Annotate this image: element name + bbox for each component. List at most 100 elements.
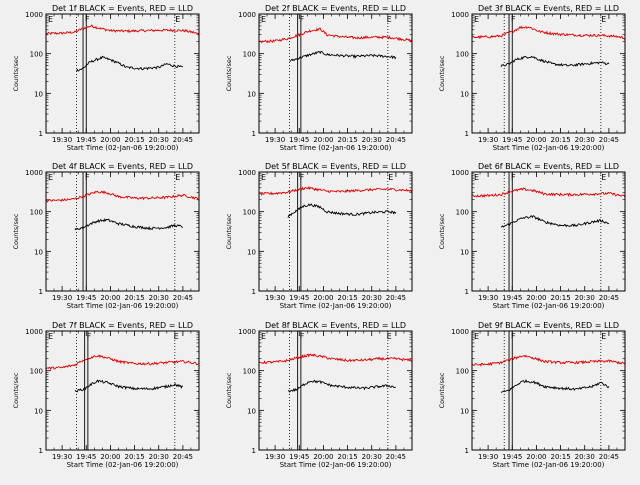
plot-frame <box>471 330 626 451</box>
x-tick-label: 20:45 <box>173 453 193 461</box>
interval-marker: F <box>300 332 305 341</box>
series-line-events <box>289 50 397 62</box>
x-tick-label: 20:15 <box>124 453 144 461</box>
series-line-lld <box>45 190 200 203</box>
detector-panel: Det 5f BLACK = Events, RED = LLD Counts/s… <box>225 162 413 310</box>
y-tick-label: 1 <box>252 288 256 296</box>
interval-marker: E <box>261 173 266 182</box>
interval-marker: E <box>474 332 479 341</box>
interval-marker: E <box>388 173 393 182</box>
x-tick-label: 19:30 <box>265 136 285 144</box>
x-tick-label: 20:00 <box>526 453 546 461</box>
detector-panel: Det 8f BLACK = Events, RED = LLD Counts/s… <box>225 321 413 469</box>
interval-marker: E <box>601 173 606 182</box>
interval-marker: E <box>474 15 479 24</box>
plot-frame <box>258 171 413 292</box>
y-tick-label: 1000 <box>25 169 43 177</box>
x-tick-label: 19:45 <box>502 453 522 461</box>
x-tick-label: 20:15 <box>550 294 570 302</box>
x-tick-label: 19:30 <box>478 453 498 461</box>
plot-frame <box>45 13 200 134</box>
x-tick-label: 20:30 <box>362 453 382 461</box>
x-tick-label: 20:15 <box>124 294 144 302</box>
series-line-lld <box>45 354 200 370</box>
y-axis-label: Counts/sec <box>12 55 20 91</box>
y-tick-label: 1 <box>39 130 43 138</box>
series-line-events <box>74 218 184 231</box>
interval-marker: F <box>511 173 516 182</box>
panel-title: Det 8f BLACK = Events, RED = LLD <box>265 321 406 330</box>
y-tick-label: 1000 <box>238 328 256 336</box>
interval-marker: E <box>175 173 180 182</box>
x-tick-label: 20:30 <box>149 453 169 461</box>
x-tick-label: 19:30 <box>478 136 498 144</box>
series-line-events <box>76 55 183 72</box>
y-tick-label: 1 <box>252 130 256 138</box>
plot-frame <box>258 13 413 134</box>
y-axis-label: Counts/sec <box>225 55 233 91</box>
y-tick-label: 100 <box>456 368 469 376</box>
interval-marker: E <box>387 15 392 24</box>
panel-title: Det 5f BLACK = Events, RED = LLD <box>265 162 406 171</box>
panel-title: Det 7f BLACK = Events, RED = LLD <box>52 321 193 330</box>
x-tick-label: 19:45 <box>289 136 309 144</box>
detector-panel: Det 9f BLACK = Events, RED = LLD Counts/s… <box>438 321 626 469</box>
x-tick-label: 19:30 <box>478 294 498 302</box>
detector-panel: Det 1f BLACK = Events, RED = LLD Counts/s… <box>12 4 200 152</box>
plot-frame <box>471 13 626 134</box>
x-tick-label: 19:45 <box>76 453 96 461</box>
y-tick-label: 100 <box>456 51 469 59</box>
y-tick-label: 1 <box>465 447 469 455</box>
x-tick-label: 20:30 <box>575 453 595 461</box>
y-tick-label: 1 <box>252 447 256 455</box>
y-tick-label: 1000 <box>451 328 469 336</box>
x-axis-label: Start Time (02-Jan-06 19:20:00) <box>493 461 605 469</box>
y-tick-label: 10 <box>247 90 256 98</box>
x-tick-label: 20:30 <box>362 136 382 144</box>
interval-marker: E <box>48 173 53 182</box>
panel-title: Det 6f BLACK = Events, RED = LLD <box>478 162 619 171</box>
x-tick-label: 20:45 <box>599 453 619 461</box>
x-tick-label: 20:15 <box>337 453 357 461</box>
x-tick-label: 20:30 <box>149 294 169 302</box>
y-tick-label: 100 <box>243 209 256 217</box>
y-tick-label: 10 <box>34 407 43 415</box>
x-axis-label: Start Time (02-Jan-06 19:20:00) <box>67 302 179 310</box>
panel-title: Det 3f BLACK = Events, RED = LLD <box>478 4 619 13</box>
y-tick-label: 100 <box>243 368 256 376</box>
x-axis-label: Start Time (02-Jan-06 19:20:00) <box>280 144 392 152</box>
series-line-lld <box>45 24 200 36</box>
x-tick-label: 19:45 <box>76 294 96 302</box>
x-tick-label: 19:45 <box>76 136 96 144</box>
x-tick-label: 20:30 <box>575 294 595 302</box>
y-tick-label: 1000 <box>238 169 256 177</box>
x-tick-label: 20:00 <box>313 294 333 302</box>
y-tick-label: 1000 <box>238 11 256 19</box>
y-tick-label: 100 <box>243 51 256 59</box>
y-tick-label: 10 <box>460 248 469 256</box>
x-axis-label: Start Time (02-Jan-06 19:20:00) <box>67 144 179 152</box>
series-line-events <box>74 379 184 393</box>
x-tick-label: 20:00 <box>313 453 333 461</box>
x-tick-label: 19:45 <box>289 453 309 461</box>
x-tick-label: 19:30 <box>52 453 72 461</box>
x-tick-label: 19:30 <box>265 294 285 302</box>
y-axis-label: Counts/sec <box>225 372 233 408</box>
interval-marker: F <box>300 15 305 24</box>
y-tick-label: 100 <box>30 51 43 59</box>
x-tick-label: 20:45 <box>599 136 619 144</box>
y-axis-label: Counts/sec <box>12 213 20 249</box>
series-line-events <box>287 379 396 393</box>
x-tick-label: 20:00 <box>100 294 120 302</box>
y-tick-label: 1000 <box>451 169 469 177</box>
x-tick-label: 20:45 <box>386 453 406 461</box>
x-axis-label: Start Time (02-Jan-06 19:20:00) <box>67 461 179 469</box>
y-tick-label: 100 <box>456 209 469 217</box>
y-axis-label: Counts/sec <box>438 55 446 91</box>
x-tick-label: 20:45 <box>173 294 193 302</box>
interval-marker: F <box>511 15 516 24</box>
series-line-lld <box>259 353 413 364</box>
plot-frame <box>258 330 413 451</box>
x-axis-label: Start Time (02-Jan-06 19:20:00) <box>493 302 605 310</box>
